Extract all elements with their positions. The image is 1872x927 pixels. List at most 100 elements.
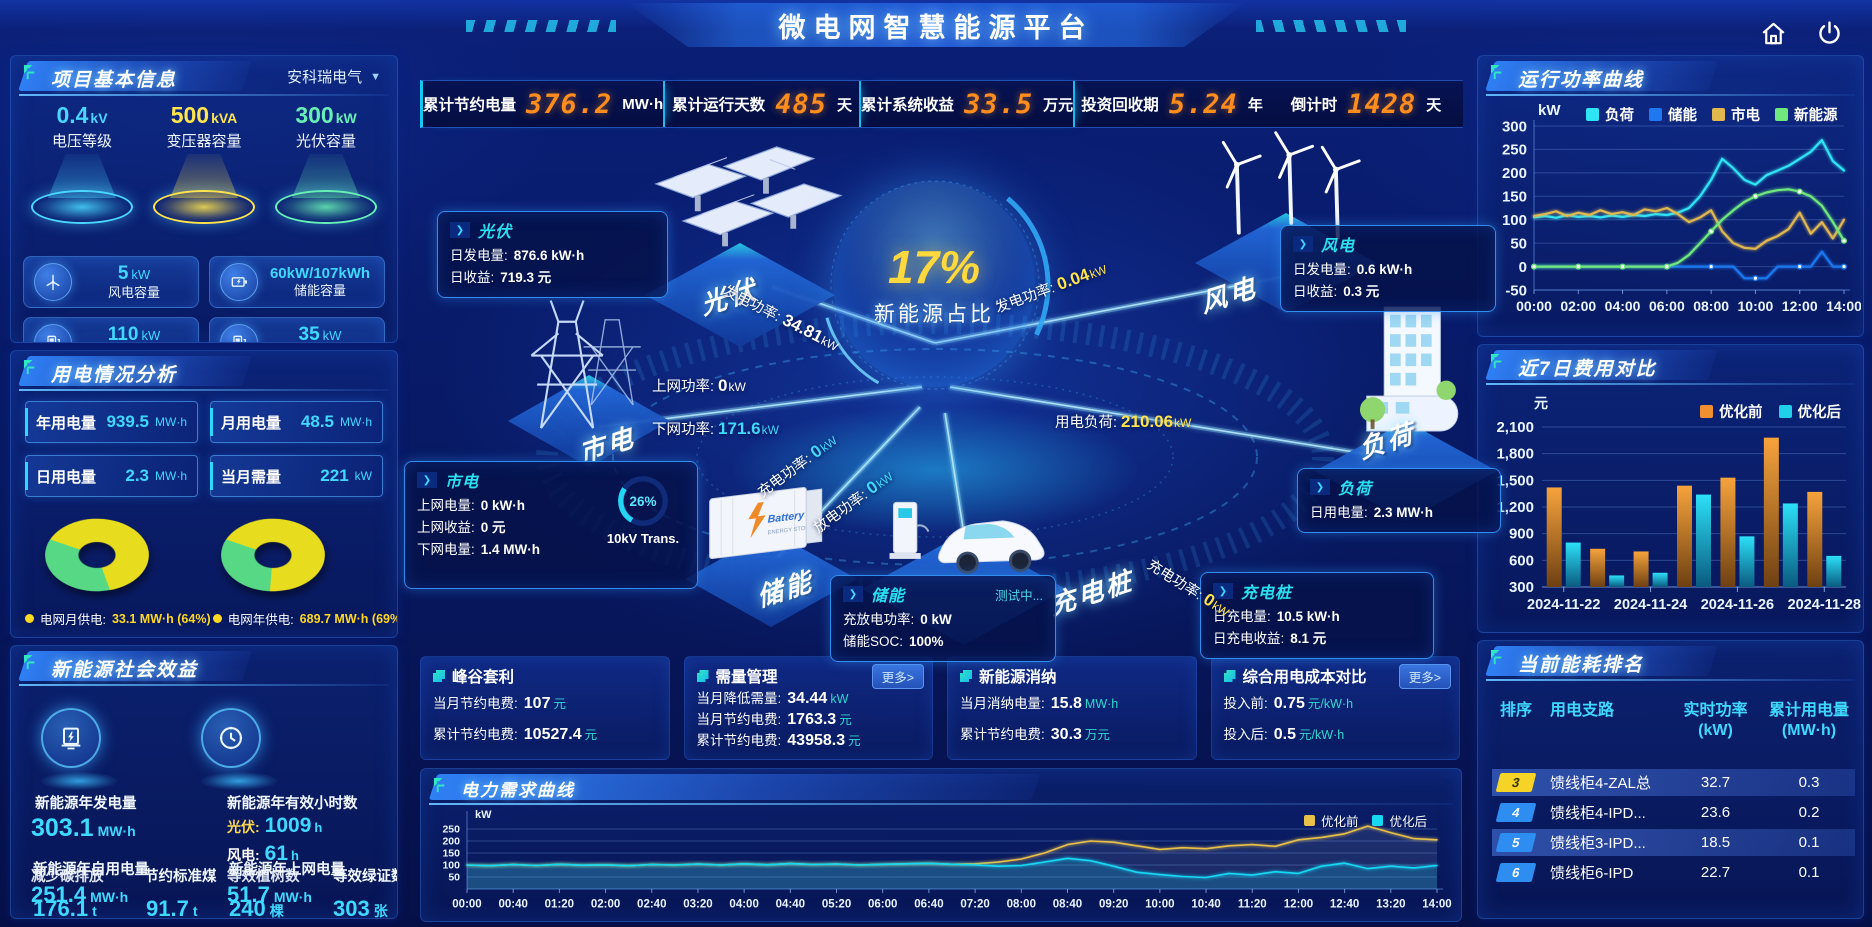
table-row[interactable]: 3 馈线柜4-ZAL总 32.7 0.3 [1492,769,1855,796]
panel-power-curve: 运行功率曲线 kW 负荷 储能 市电 新能源 300 250 200 150 100 50 0 -5… [1477,55,1864,337]
legend-swatch-icon [1372,815,1384,826]
svg-text:2024-11-28: 2024-11-28 [1788,597,1861,613]
svg-text:06:00: 06:00 [868,899,897,911]
usage-label: 年用电量 [36,414,97,432]
legend-item-负荷[interactable]: 负荷 [1586,104,1634,125]
certs-value: 303 张 [333,896,388,919]
more-button[interactable]: 更多> [1398,664,1451,689]
panel-corner-icon [23,654,41,672]
benefit-card: 峰谷套利 当月节约电费: 107 元累计节约电费: 10527.4 元 [420,656,670,760]
info-row-label: 日充电收益: [1213,630,1285,646]
cone-value: 500 kVA [145,102,263,129]
svg-text:1,500: 1,500 [1496,472,1534,489]
benefit-row: 投入后: 0.5 元/kW·h [1224,723,1448,744]
title-deco-right [1256,20,1406,32]
charger-node-icon [872,475,1067,602]
home-icon[interactable] [1756,16,1790,50]
legend-text: 市电 [1731,108,1760,124]
chart-legend: 负荷 储能 市电 新能源 [1586,104,1838,125]
top-stat-value: 5.24 [1168,88,1238,120]
donut-ring [212,512,334,598]
legend-text: 负荷 [1605,108,1634,124]
usage-unit: MW·h [155,469,187,483]
svg-text:200: 200 [1502,165,1527,182]
ranking-header-line1: 实时功率 [1683,702,1748,719]
company-select[interactable]: 安科瑞电气 ▼ [287,66,381,87]
usage-value: 221 [320,466,349,485]
panel-energy-ranking: 当前能耗排名 排序 用电支路 实时功率 (kW) 累计用电量 (MW·h) 3 馈线柜4-Z… [1477,640,1864,919]
pv-generation-icon [41,708,101,768]
benefit-row-value: 43958.3 [787,732,846,749]
flow-unit: kW [761,423,779,437]
benefit-row-unit: 元 [848,734,861,748]
capacity-value: 110 [107,324,139,343]
info-row-value: 0.3 元 [1343,283,1380,299]
demand-chart: 250 200 150 100 50 00:00 00:40 01:20 02:00 02:40 0… [421,805,1459,924]
legend-dot-icon [212,614,222,623]
gen-value: 303.1 MW·h [31,814,136,842]
cone-label: 电压等级 [51,133,112,150]
certs-label: 等效绿证数 [333,869,397,885]
panel-title: 电力需求曲线 [461,781,575,800]
legend-text: 优化后 [1389,815,1427,829]
cone-unit: kV [90,110,108,126]
flow-name: 上网功率: [652,379,715,395]
info-row-value: 0 元 [480,519,506,535]
info-box-row: 日发电量: 0.6 kW·h [1293,259,1483,281]
self-use-label: 新能源年自用电量 [33,862,149,878]
table-row[interactable]: 4 馈线柜4-IPD... 23.6 0.2 [1492,799,1855,826]
info-box-titlerow: ❯ 市电 [417,468,685,492]
ranking-header-cell: 累计用电量 (MW·h) [1763,701,1855,741]
top-stat-unit: 天 [836,96,852,114]
benefit-row-unit: kW [830,692,849,706]
svg-text:100: 100 [442,860,460,872]
benefit-row-label: 累计节约电费: [696,733,782,748]
panel-header: 当前能耗排名 [1478,641,1863,681]
power-cell: 22.7 [1700,864,1731,881]
benefit-row-value: 0.75 [1273,695,1305,712]
benefit-row: 累计节约电费: 30.3 万元 [960,723,1184,744]
gauge-percent: 26% [629,493,657,509]
top-stat-label: 累计运行天数 [672,97,766,114]
info-row-label: 下网电量: [417,541,475,557]
flow-unit: kW [728,380,746,394]
info-box-rows: 充放电功率: 0 kW 储能SOC: 100% [843,609,1043,653]
pv-hours: 光伏: 1009 h [227,814,323,837]
top-stat-value: 376.2 [526,88,613,120]
benefit-card-title: 峰谷套利 [452,669,515,686]
table-row[interactable]: 6 馈线柜6-IPD 22.7 0.1 [1492,859,1855,883]
flow-name: 用电负荷: [1055,415,1118,431]
legend-item-优化后[interactable]: 优化后 [1778,401,1841,422]
chart-legend: 优化前 优化后 [1700,401,1841,422]
info-box-status: 测试中... [995,588,1043,603]
legend-item-市电[interactable]: 市电 [1712,104,1760,125]
table-row[interactable]: 5 馈线柜3-IPD... 18.5 0.1 [1492,829,1855,856]
branch-cell: 馈线柜6-IPD [1550,865,1634,882]
benefit-card-titlerow: 新能源消纳 [960,665,1184,687]
rank-cell: 4 [1492,803,1550,822]
panel-power-analysis: 用电情况分析 年用电量 939.5 MW·h 月用电量 48.5 MW·h 日用电量 2.3 M… [10,350,398,638]
benefit-row: 累计节约电费: 10527.4 元 [433,723,657,744]
wind-turbine-icon [34,263,72,301]
benefit-row-label: 当月降低需量: [696,691,782,706]
svg-text:02:00: 02:00 [591,899,620,911]
power-icon[interactable] [1812,16,1846,50]
svg-text:200: 200 [442,836,460,848]
svg-text:02:00: 02:00 [1560,298,1596,314]
legend-item-优化前[interactable]: 优化前 [1700,401,1763,422]
legend-item-储能[interactable]: 储能 [1649,104,1697,125]
legend-item-新能源[interactable]: 新能源 [1775,104,1838,125]
info-box-rows: 日用电量: 2.3 MW·h [1310,502,1488,524]
usage-label: 当月需量 [221,468,282,486]
info-box-title: 风电 [1321,238,1356,255]
panel-title: 新能源社会效益 [51,660,199,681]
benefit-row-value: 10527.4 [523,726,582,743]
capacity-card-valuerow: 60kW/107kWh [266,265,374,283]
info-row-label: 充放电功率: [843,612,915,627]
rank-cell: 5 [1492,833,1550,852]
panel-title: 当前能耗排名 [1518,655,1645,676]
more-button[interactable]: 更多> [871,664,924,689]
usage-stat: 当月需量 221 kW [210,455,383,497]
legend-item-优化后[interactable]: 优化后 [1372,811,1427,830]
legend-item-优化前[interactable]: 优化前 [1303,811,1358,830]
